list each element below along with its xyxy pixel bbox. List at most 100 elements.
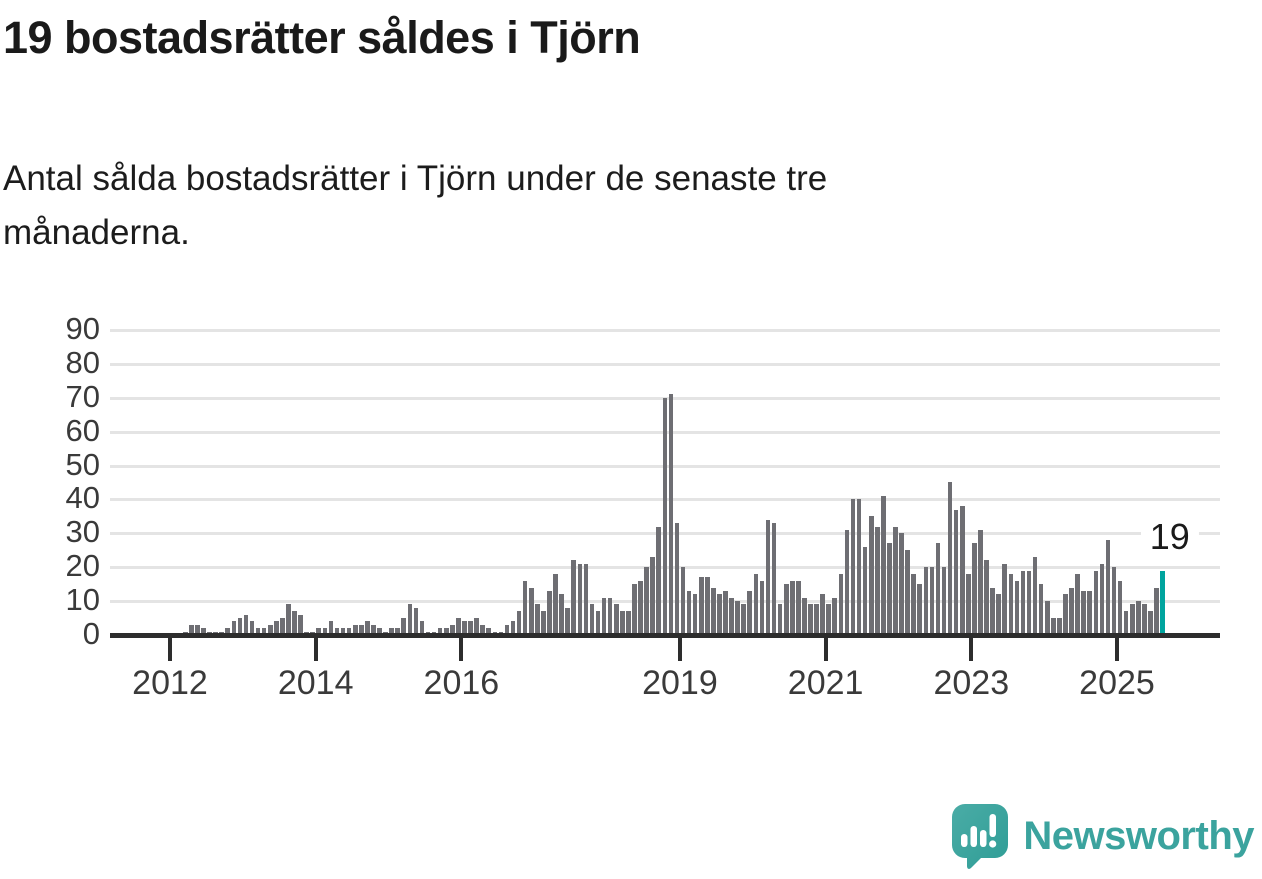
bar xyxy=(1087,591,1093,635)
bar xyxy=(1154,588,1159,635)
bar xyxy=(947,482,953,635)
bar xyxy=(717,594,722,635)
bar xyxy=(267,625,273,635)
bar xyxy=(862,547,868,635)
bar xyxy=(577,564,583,635)
bar xyxy=(887,543,892,635)
bar xyxy=(225,628,231,635)
bar xyxy=(826,604,831,635)
bar xyxy=(516,611,522,635)
y-axis-tick-label: 20 xyxy=(65,548,100,584)
x-axis-tick-label: 2023 xyxy=(933,664,1010,702)
bar xyxy=(1002,564,1008,635)
bar xyxy=(1136,601,1141,635)
bar xyxy=(917,584,923,635)
bar xyxy=(978,530,983,635)
bar xyxy=(881,496,886,635)
bar xyxy=(371,625,376,635)
chart-subtitle: Antal sålda bostadsrätter i Tjörn under … xyxy=(3,159,828,253)
bar xyxy=(437,628,443,635)
bar xyxy=(1020,571,1026,635)
bar xyxy=(565,608,570,635)
bar xyxy=(741,604,747,635)
bar xyxy=(201,628,206,635)
bar xyxy=(401,618,407,635)
bar xyxy=(480,625,485,635)
bar xyxy=(899,533,904,635)
bar xyxy=(468,621,473,635)
bar xyxy=(510,621,516,635)
x-axis-tick-label: 2019 xyxy=(642,664,718,702)
bar xyxy=(571,560,577,635)
bar xyxy=(292,611,297,635)
bar xyxy=(668,394,674,635)
bar xyxy=(1051,618,1056,635)
bar xyxy=(1038,584,1044,635)
bar xyxy=(1063,594,1068,635)
branding-name: Newsworthy xyxy=(1023,813,1254,858)
bar xyxy=(273,621,279,635)
bar xyxy=(959,506,965,635)
bar xyxy=(1093,571,1099,635)
bar xyxy=(644,567,649,635)
bar xyxy=(1105,540,1111,635)
bar xyxy=(935,543,941,635)
y-axis-tick-label: 30 xyxy=(65,514,100,550)
bar xyxy=(456,618,461,635)
x-axis-baseline xyxy=(110,633,1220,638)
bar xyxy=(389,628,394,635)
x-axis-tick-label: 2014 xyxy=(277,664,354,702)
bar xyxy=(656,527,662,635)
bar xyxy=(620,611,625,635)
bar xyxy=(996,594,1001,635)
bar xyxy=(747,591,753,635)
bar xyxy=(249,621,255,635)
bar xyxy=(547,591,552,635)
bar xyxy=(984,560,989,635)
bar xyxy=(504,625,510,635)
bar xyxy=(1069,588,1074,635)
x-axis-tick-label: 2012 xyxy=(132,664,208,702)
x-axis-tick xyxy=(1115,637,1119,661)
bar xyxy=(729,598,734,635)
bar xyxy=(638,581,643,635)
bar xyxy=(753,574,759,635)
bar xyxy=(802,598,807,635)
bar xyxy=(844,530,850,635)
bar xyxy=(365,621,370,635)
bar-value-annotation: 19 xyxy=(1140,515,1199,559)
bar xyxy=(486,628,492,635)
bar xyxy=(1148,611,1153,635)
bar xyxy=(443,628,449,635)
bar xyxy=(929,567,935,635)
bar xyxy=(1008,574,1014,635)
bar xyxy=(243,615,249,635)
y-axis-tick-label: 90 xyxy=(65,311,100,346)
bar xyxy=(413,608,419,635)
bar xyxy=(189,625,194,635)
bar xyxy=(1044,601,1050,635)
bar xyxy=(1123,611,1129,635)
bar xyxy=(966,574,971,635)
gridline xyxy=(110,362,1220,366)
bar xyxy=(237,618,243,635)
bar xyxy=(286,604,291,635)
highlighted-bar xyxy=(1160,571,1165,635)
bar xyxy=(1014,581,1020,635)
bar xyxy=(789,581,795,635)
bar xyxy=(972,543,977,635)
bar xyxy=(662,398,668,635)
bar xyxy=(613,604,619,635)
bar xyxy=(765,520,771,635)
bar xyxy=(352,625,358,635)
bar xyxy=(808,604,813,635)
x-axis-tick xyxy=(313,637,318,661)
x-axis-tick xyxy=(677,637,682,661)
bar xyxy=(990,588,995,635)
bar xyxy=(759,581,765,635)
page-title: 19 bostadsrätter såldes i Tjörn xyxy=(3,12,641,63)
bar xyxy=(395,628,400,635)
bar xyxy=(838,574,844,635)
bar xyxy=(528,588,534,635)
